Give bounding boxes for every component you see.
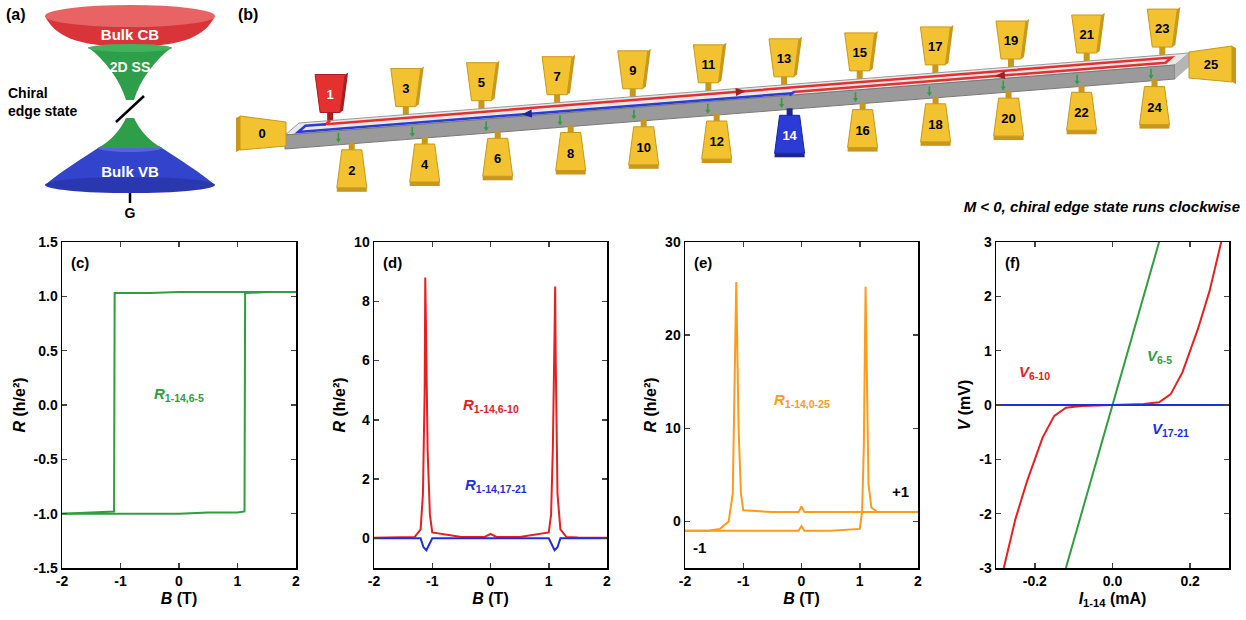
- svg-text:2: 2: [292, 573, 300, 589]
- svg-text:(b): (b): [238, 6, 258, 23]
- svg-text:2: 2: [984, 288, 992, 304]
- svg-text:V​6-10​: V​6-10​: [1019, 363, 1050, 382]
- svg-text:5: 5: [478, 75, 485, 90]
- svg-text:V​17-21​: V​17-21​: [1152, 420, 1189, 439]
- svg-text:10: 10: [354, 234, 370, 250]
- svg-text:2: 2: [914, 573, 922, 589]
- svg-text:Bulk CB: Bulk CB: [101, 26, 160, 43]
- svg-text:6: 6: [494, 151, 501, 166]
- svg-text:7: 7: [553, 69, 560, 84]
- svg-text:0.0: 0.0: [38, 397, 58, 413]
- svg-text:1: 1: [984, 343, 992, 359]
- svg-text:13: 13: [777, 51, 791, 66]
- svg-text:25: 25: [1204, 57, 1218, 72]
- svg-text:R (h/e²): R (h/e²): [331, 377, 348, 432]
- svg-text:0.2: 0.2: [1180, 573, 1200, 589]
- svg-text:edge state: edge state: [8, 103, 77, 119]
- svg-text:10: 10: [636, 140, 650, 155]
- svg-text:1.5: 1.5: [38, 234, 58, 250]
- svg-text:(d): (d): [383, 254, 402, 271]
- svg-text:16: 16: [855, 123, 869, 138]
- svg-text:18: 18: [928, 117, 942, 132]
- svg-text:R​1-14,17-21​: R​1-14,17-21​: [465, 476, 527, 495]
- svg-text:0: 0: [258, 126, 265, 141]
- svg-text:24: 24: [1147, 100, 1162, 115]
- svg-text:9: 9: [629, 63, 636, 78]
- svg-text:0: 0: [798, 573, 806, 589]
- svg-text:20: 20: [665, 327, 681, 343]
- svg-text:1: 1: [234, 573, 242, 589]
- svg-text:0: 0: [175, 573, 183, 589]
- svg-text:R​1-14,0-25​: R​1-14,0-25​: [774, 391, 830, 410]
- svg-text:(a): (a): [6, 6, 26, 23]
- svg-text:14: 14: [782, 128, 797, 143]
- svg-text:2: 2: [362, 471, 370, 487]
- svg-text:8: 8: [567, 146, 574, 161]
- svg-text:0: 0: [487, 573, 495, 589]
- svg-text:1.0: 1.0: [38, 288, 58, 304]
- svg-text:R​1-14,6-5​: R​1-14,6-5​: [154, 385, 204, 404]
- svg-text:17: 17: [928, 39, 942, 54]
- svg-text:20: 20: [1001, 111, 1015, 126]
- svg-text:6: 6: [362, 352, 370, 368]
- svg-text:-2: -2: [979, 506, 992, 522]
- svg-text:0: 0: [673, 513, 681, 529]
- svg-text:B (T): B (T): [783, 590, 819, 607]
- svg-text:8: 8: [362, 293, 370, 309]
- svg-text:2: 2: [603, 573, 611, 589]
- svg-text:-3: -3: [979, 560, 992, 576]
- svg-text:19: 19: [1004, 33, 1018, 48]
- svg-text:0: 0: [362, 530, 370, 546]
- svg-text:1: 1: [327, 87, 334, 102]
- svg-text:Bulk VB: Bulk VB: [101, 163, 159, 180]
- svg-text:12: 12: [709, 134, 723, 149]
- svg-text:23: 23: [1155, 21, 1169, 36]
- svg-text:21: 21: [1079, 27, 1093, 42]
- svg-text:V (mV): V (mV): [956, 380, 973, 431]
- svg-text:4: 4: [421, 157, 429, 172]
- svg-text:I​1-14​ (mA): I​1-14​ (mA): [1079, 590, 1147, 609]
- svg-text:M < 0, chiral edge state runs: M < 0, chiral edge state runs clockwise: [964, 198, 1240, 215]
- svg-text:1: 1: [856, 573, 864, 589]
- svg-text:G: G: [125, 205, 136, 221]
- svg-text:-1.5: -1.5: [34, 560, 58, 576]
- svg-text:V​6-5​: V​6-5​: [1147, 347, 1172, 366]
- svg-text:-2: -2: [679, 573, 692, 589]
- svg-text:1: 1: [545, 573, 553, 589]
- svg-text:(f): (f): [1005, 254, 1020, 271]
- svg-text:R​1-14,6-10​: R​1-14,6-10​: [463, 396, 519, 415]
- svg-text:11: 11: [702, 57, 716, 72]
- svg-text:Chiral: Chiral: [8, 85, 48, 101]
- svg-text:-0.5: -0.5: [34, 451, 58, 467]
- svg-text:-1: -1: [426, 573, 439, 589]
- svg-text:2D SS: 2D SS: [110, 59, 150, 75]
- svg-text:-2: -2: [368, 573, 381, 589]
- svg-text:0.0: 0.0: [1103, 573, 1123, 589]
- svg-text:30: 30: [665, 234, 681, 250]
- svg-text:2: 2: [348, 163, 355, 178]
- svg-text:-1: -1: [693, 539, 706, 556]
- svg-text:-1: -1: [979, 451, 992, 467]
- svg-text:R (h/e²): R (h/e²): [642, 377, 659, 432]
- svg-text:0.5: 0.5: [38, 343, 58, 359]
- svg-text:(e): (e): [694, 254, 712, 271]
- svg-text:10: 10: [665, 420, 681, 436]
- svg-text:-1: -1: [114, 573, 127, 589]
- svg-text:R (h/e²): R (h/e²): [11, 377, 28, 432]
- svg-text:4: 4: [362, 412, 370, 428]
- svg-text:+1: +1: [892, 483, 909, 500]
- svg-text:15: 15: [852, 45, 866, 60]
- svg-text:3: 3: [402, 81, 409, 96]
- svg-text:-2: -2: [56, 573, 69, 589]
- svg-text:22: 22: [1074, 105, 1088, 120]
- svg-text:0: 0: [984, 397, 992, 413]
- svg-text:B (T): B (T): [161, 590, 197, 607]
- svg-text:-1.0: -1.0: [34, 506, 58, 522]
- svg-text:B (T): B (T): [472, 590, 508, 607]
- svg-text:-0.2: -0.2: [1023, 573, 1047, 589]
- svg-text:-1: -1: [737, 573, 750, 589]
- svg-text:(c): (c): [71, 254, 89, 271]
- svg-text:3: 3: [984, 234, 992, 250]
